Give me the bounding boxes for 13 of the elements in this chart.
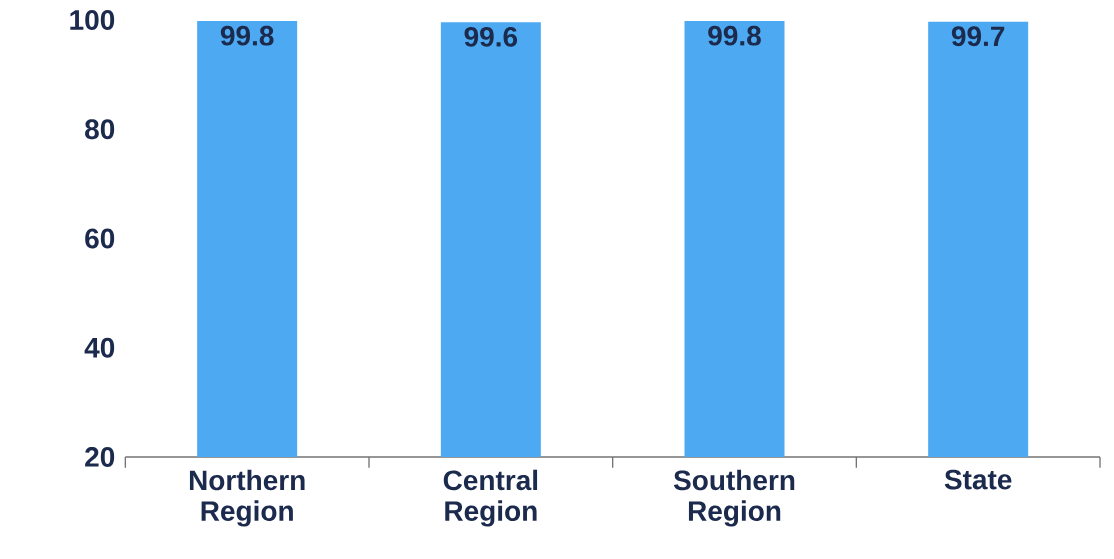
data-label: 99.7 <box>951 26 1005 47</box>
x-tick-label: Northern Region <box>189 469 305 527</box>
y-tick-label: 20 <box>85 447 115 467</box>
y-tick-label: 80 <box>85 119 115 140</box>
y-tick-label: 40 <box>84 337 115 358</box>
x-tick-label: Southern Region <box>673 469 795 527</box>
x-tick-label: Central Region <box>443 469 538 527</box>
y-tick-label: 60 <box>85 228 115 249</box>
data-label: 99.6 <box>464 26 518 47</box>
x-tick-label: State <box>944 469 1012 490</box>
y-tick-label: 100 <box>70 10 115 30</box>
data-label: 99.8 <box>708 25 761 46</box>
data-label: 99.8 <box>220 25 274 46</box>
